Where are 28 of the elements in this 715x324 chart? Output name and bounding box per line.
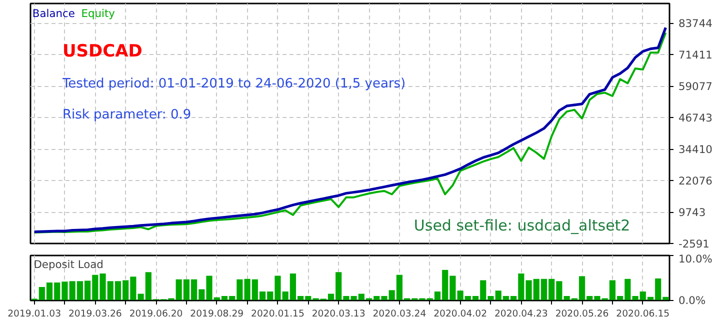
y-tick-label: 71411 — [678, 48, 712, 62]
y-tick-label: 10.0% — [678, 252, 712, 266]
text: Balance — [32, 7, 75, 20]
x-tick-label: 2019.06.20 — [129, 308, 183, 320]
y-tick-label: 22076 — [678, 174, 713, 188]
y-tick-label: 59077 — [678, 80, 712, 94]
x-tick-label: 2020.03.24 — [372, 308, 426, 320]
y-tick-label: 46743 — [678, 112, 712, 125]
x-tick-label: 2019.01.03 — [8, 308, 62, 320]
annotation: USDCAD — [62, 42, 142, 62]
x-tick-label: 2020.04.23 — [494, 308, 548, 320]
y-tick-label: 9743 — [678, 206, 706, 220]
x-tick-label: 2019.08.29 — [190, 308, 244, 320]
annotation: Risk parameter: 0.9 — [62, 108, 192, 123]
x-tick-label: 2020.03.13 — [312, 308, 366, 320]
text: Equity — [81, 7, 115, 20]
annotation: Tested period: 01-01-2019 to 24-06-2020 (1,5 years) — [61, 76, 406, 92]
chart-title: Deposit Load — [34, 258, 104, 271]
x-tick-label: 2019.03.26 — [68, 308, 122, 320]
y-tick-label: -2591 — [678, 238, 710, 250]
x-tick-label: 2020.06.15 — [616, 308, 670, 320]
x-tick-label: 2020.01.15 — [251, 308, 304, 320]
y-tick-label: 34410 — [678, 143, 713, 156]
x-tick-label: 2020.05.26 — [555, 308, 609, 320]
annotation: Used set-file: usdcad_altset2 — [414, 216, 630, 234]
y-tick-label: 83744 — [678, 17, 713, 30]
x-tick-label: 2020.04.02 — [434, 308, 488, 320]
y-tick-label: 0.0% — [678, 294, 706, 307]
